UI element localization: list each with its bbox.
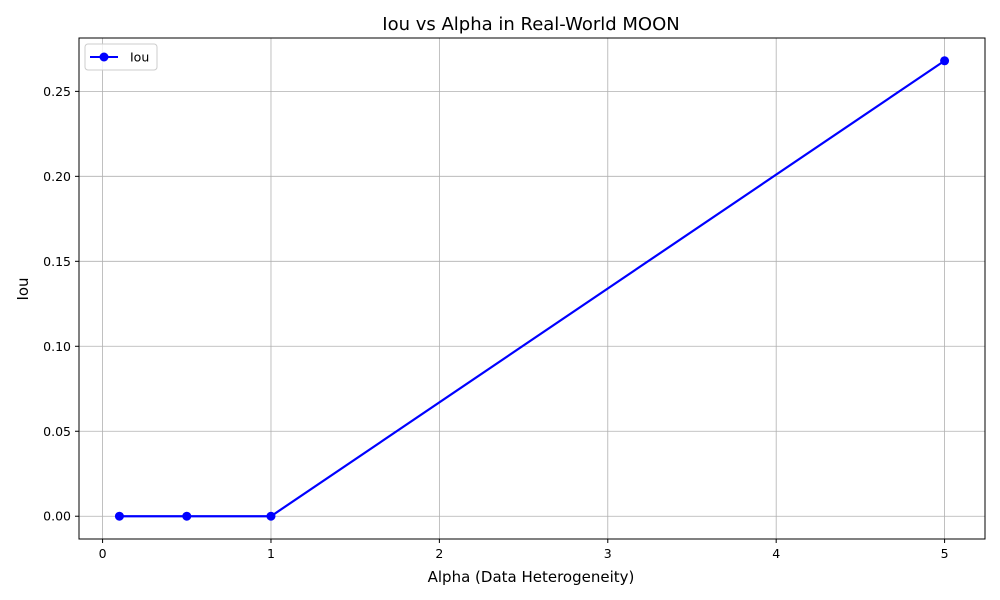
y-axis-label: Iou (14, 277, 32, 300)
series-line (119, 59, 946, 518)
x-tick-label: 3 (604, 546, 612, 561)
legend-box (84, 43, 158, 71)
data-point (266, 511, 276, 521)
x-tick-label: 0 (99, 546, 107, 561)
x-tick-label: 1 (267, 546, 275, 561)
x-axis-label: Alpha (Data Heterogeneity) (428, 568, 635, 586)
series-layer (114, 56, 950, 521)
legend-label: Iou (130, 50, 149, 65)
x-tick-label: 5 (941, 546, 949, 561)
chart-title: Iou vs Alpha in Real-World MOON (382, 14, 679, 35)
y-tick-label: 0.15 (43, 254, 71, 269)
x-axis-ticks: 0 1 2 3 4 5 (99, 539, 949, 561)
plot-background (79, 38, 985, 539)
y-tick-label: 0.25 (43, 84, 71, 99)
legend: Iou (84, 43, 158, 71)
data-point (114, 511, 124, 521)
data-point (182, 511, 192, 521)
y-tick-label: 0.20 (43, 169, 71, 184)
x-tick-label: 2 (435, 546, 443, 561)
y-tick-label: 0.10 (43, 339, 71, 354)
y-tick-label: 0.00 (43, 509, 71, 524)
x-tick-label: 4 (772, 546, 780, 561)
data-point (940, 56, 950, 66)
legend-marker-swatch (99, 52, 109, 62)
y-tick-label: 0.05 (43, 424, 71, 439)
y-axis-ticks: 0.00 0.05 0.10 0.15 0.20 0.25 (43, 84, 79, 524)
grid (79, 38, 985, 539)
plot-area (78, 37, 986, 540)
plot-frame (78, 37, 986, 540)
